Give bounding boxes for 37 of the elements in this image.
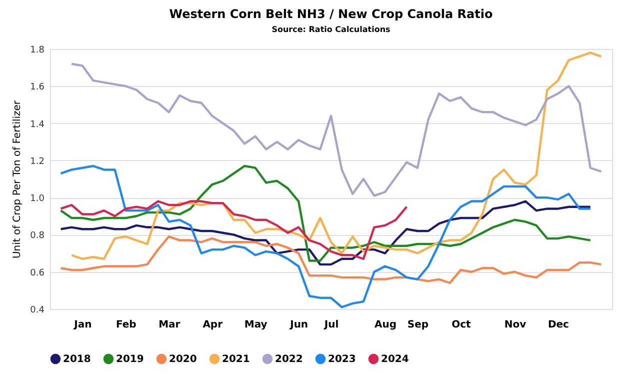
x-tick-label: Jan (73, 320, 92, 330)
x-tick-label: Nov (504, 320, 527, 330)
y-tick-label: 0.8 (30, 231, 45, 242)
x-tick-label: Sep (407, 320, 429, 330)
y-tick-label: 0.4 (30, 306, 45, 316)
x-tick-label: Jul (323, 320, 339, 330)
x-tick-label: Oct (452, 320, 472, 330)
y-tick-label: 1.8 (30, 46, 45, 56)
line-series (70, 52, 602, 260)
chart-subtitle: Source: Ratio Calculations (272, 25, 391, 34)
chart-title: Western Corn Belt NH3 / New Crop Canola Ratio (169, 7, 493, 21)
x-tick-label: Mar (158, 320, 180, 330)
line-series (60, 164, 592, 262)
legend-label: 2020 (169, 354, 197, 365)
line-series (60, 164, 592, 308)
y-tick-label: 1.6 (30, 82, 45, 93)
x-tick-label: Feb (116, 320, 136, 330)
y-tick-label: 0.6 (30, 268, 45, 278)
legend-label: 2021 (222, 354, 250, 365)
x-tick-label: May (244, 320, 268, 330)
line-series (70, 62, 602, 197)
y-tick-label: 1.0 (30, 194, 45, 204)
legend-label: 2024 (381, 354, 409, 365)
x-tick-label: Jun (289, 320, 308, 330)
legend-label: 2019 (116, 354, 144, 365)
line-series (60, 200, 408, 260)
legend-label: 2018 (63, 354, 91, 365)
x-tick-label: Dec (548, 320, 570, 330)
y-tick-label: 1.2 (30, 156, 44, 167)
legend-label: 2022 (275, 354, 303, 365)
line-series (60, 235, 602, 284)
legend-label: 2023 (328, 354, 356, 365)
y-axis-title: Unit of Crop Per Ton of Fertilizer (12, 100, 24, 259)
y-tick-label: 1.4 (30, 120, 45, 130)
line-series (60, 200, 592, 266)
x-tick-label: Apr (202, 320, 223, 330)
x-tick-label: Aug (374, 320, 397, 330)
